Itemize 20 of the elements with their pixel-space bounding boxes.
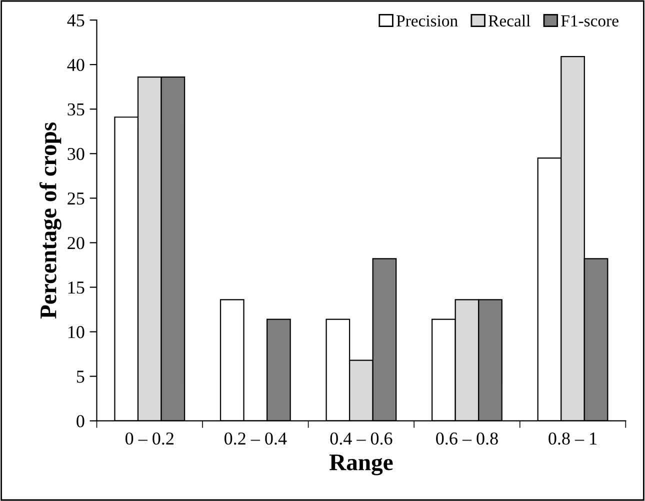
- y-tick-label: 35: [68, 103, 84, 116]
- x-tick-label: 0 – 0.2: [126, 432, 174, 445]
- y-tick-label: 5: [76, 370, 84, 383]
- x-tick-label: 0.6 – 0.8: [436, 432, 498, 445]
- x-tick-label: 0.4 – 0.6: [330, 432, 392, 445]
- y-tick-label: 45: [67, 14, 84, 26]
- x-axis-title: Range: [329, 454, 393, 476]
- legend-label: F1-score: [561, 15, 618, 27]
- y-tick-label: 25: [68, 192, 84, 205]
- y-axis-title: Percentage of crops: [39, 122, 62, 319]
- y-tick-label: 30: [68, 148, 84, 160]
- y-tick-label: 15: [68, 282, 84, 294]
- y-tick-label: 0: [76, 415, 84, 428]
- legend-label: Recall: [488, 14, 530, 27]
- y-tick-label: 40: [67, 58, 84, 72]
- x-tick-label: 0.8 – 1: [548, 432, 597, 445]
- y-tick-label: 20: [68, 236, 84, 250]
- x-tick-label: 0.2 – 0.4: [224, 432, 287, 445]
- legend-label: Precision: [396, 15, 458, 27]
- y-tick-label: 10: [68, 326, 84, 338]
